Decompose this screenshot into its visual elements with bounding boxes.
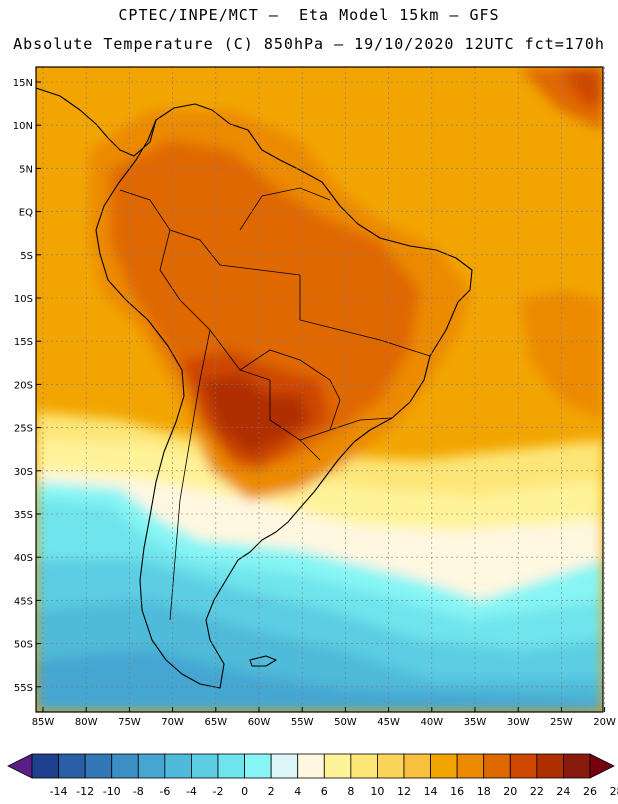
lat-label: 35S — [14, 510, 33, 521]
legend-swatch — [430, 753, 458, 779]
legend-label: -6 — [159, 785, 170, 798]
legend-label: 12 — [397, 785, 411, 798]
lat-label: 25S — [14, 424, 33, 435]
legend-label: 10 — [370, 785, 384, 798]
legend-swatch — [31, 753, 59, 779]
lon-label: 45W — [377, 717, 400, 728]
legend-label: 2 — [268, 785, 275, 798]
color-legend: -14 -12 -10 -8 -6 -4 -2 0 2 4 6 8 10 12 14 16 18 20 22 24 26… — [7, 753, 618, 798]
legend-swatch — [563, 753, 591, 779]
legend-label: 6 — [321, 785, 328, 798]
legend-label: 26 — [583, 785, 597, 798]
lon-label: 60W — [248, 717, 271, 728]
lat-label: 30S — [14, 467, 33, 478]
legend-swatch — [323, 753, 352, 779]
lon-label: 30W — [507, 717, 530, 728]
legend-swatch — [84, 753, 113, 779]
temperature-field — [36, 67, 603, 712]
legend-swatch — [58, 753, 86, 779]
lon-label: 80W — [75, 717, 98, 728]
legend-swatch — [456, 753, 485, 779]
legend-arrow-low — [7, 753, 33, 779]
legend-swatch — [270, 753, 299, 779]
lat-label: 15S — [14, 337, 33, 348]
legend-swatch — [509, 753, 538, 779]
lat-label: 5S — [20, 251, 33, 262]
legend-label: 0 — [241, 785, 248, 798]
legend-label: 16 — [450, 785, 464, 798]
legend-swatch — [483, 753, 511, 779]
legend-label: -10 — [103, 785, 121, 798]
lon-label: 40W — [420, 717, 443, 728]
lat-label: 10N — [13, 121, 33, 132]
lon-label: 20W — [593, 717, 616, 728]
legend-label: -14 — [50, 785, 68, 798]
legend-label: -4 — [186, 785, 197, 798]
lat-label: 15N — [13, 78, 33, 89]
lon-label: 25W — [550, 717, 573, 728]
legend-label: -12 — [76, 785, 94, 798]
legend-swatch — [164, 753, 192, 779]
lon-label: 65W — [204, 717, 227, 728]
lon-label: 85W — [32, 717, 55, 728]
legend-swatch — [244, 753, 272, 779]
legend-swatch — [217, 753, 245, 779]
latitude-labels: 15N 10N 5N EQ 5S 10S 15S 20S 25S 30S 35S 40S 45S 50S 5… — [13, 78, 41, 694]
south-america-coastline — [95, 103, 473, 689]
map-title-line1: CPTEC/INPE/MCT – Eta Model 15km – GFS — [118, 6, 500, 24]
lat-label: 55S — [14, 683, 33, 694]
legend-swatch — [377, 753, 405, 779]
legend-swatch — [350, 753, 378, 779]
legend-swatch — [111, 753, 139, 779]
legend-swatch — [297, 753, 325, 779]
central-america-coastline — [36, 87, 157, 157]
map-frame — [35, 66, 604, 713]
legend-label: 28 — [610, 785, 618, 798]
legend-label: 22 — [530, 785, 544, 798]
legend-arrow-high — [589, 753, 615, 779]
lon-label: 55W — [291, 717, 314, 728]
lat-label: 5N — [19, 164, 33, 175]
legend-label: 14 — [424, 785, 438, 798]
lon-label: 70W — [161, 717, 184, 728]
lon-label: 75W — [118, 717, 141, 728]
lat-label: 40S — [14, 553, 33, 564]
lat-label: EQ — [19, 208, 33, 219]
longitude-labels: 85W 80W 75W 70W 65W 60W 55W 50W 45W 40W 35W 30W 25W 2… — [32, 707, 616, 728]
lon-label: 50W — [334, 717, 357, 728]
country-borders — [119, 187, 431, 621]
legend-swatch — [536, 753, 564, 779]
legend-label: -8 — [133, 785, 144, 798]
legend-label: 8 — [347, 785, 354, 798]
map-title-line2: Absolute Temperature (C) 850hPa – 19/10/… — [13, 35, 605, 53]
falklands-outline — [249, 655, 277, 667]
legend-label: 4 — [294, 785, 301, 798]
lat-label: 50S — [14, 640, 33, 651]
legend-label: -2 — [213, 785, 224, 798]
lat-label: 10S — [14, 294, 33, 305]
lon-label: 35W — [464, 717, 487, 728]
legend-label: 20 — [503, 785, 517, 798]
lat-label: 45S — [14, 596, 33, 607]
legend-swatch — [403, 753, 431, 779]
legend-swatch — [191, 753, 219, 779]
legend-swatch — [137, 753, 166, 779]
legend-label: 24 — [556, 785, 570, 798]
lat-label: 20S — [14, 380, 33, 391]
legend-label: 18 — [477, 785, 491, 798]
